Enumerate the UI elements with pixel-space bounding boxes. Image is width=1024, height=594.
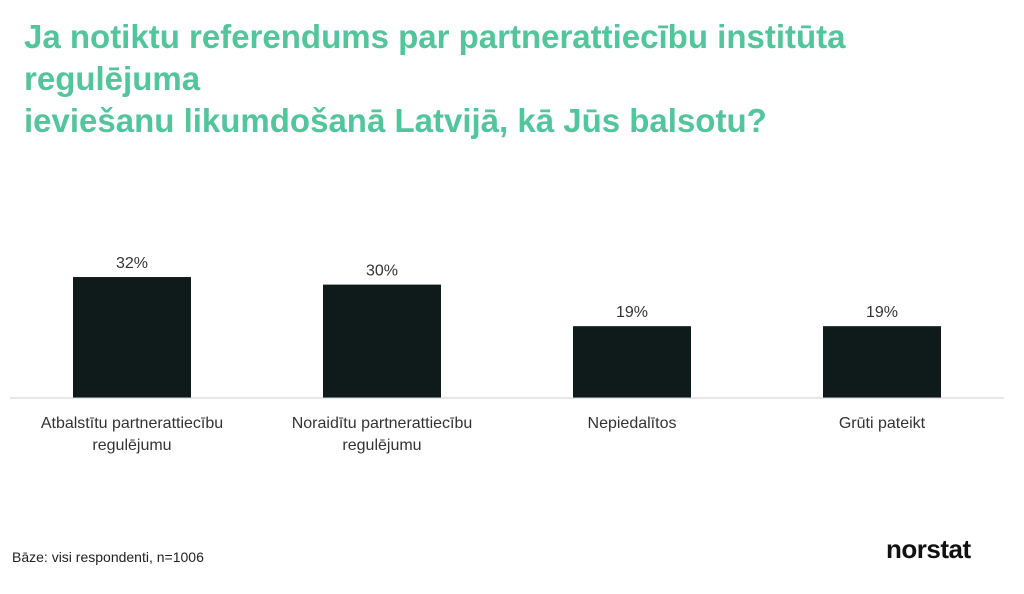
data-label-4: 19%: [866, 304, 898, 321]
category-label-1-line-1: Atbalstītu partnerattiecību: [41, 415, 223, 432]
chart-title-line-1: Ja notiktu referendums par partnerattiec…: [24, 18, 846, 97]
base-note: Bāze: visi respondenti, n=1006: [12, 549, 204, 565]
data-label-3: 19%: [616, 304, 648, 321]
chart-title-line-2: ieviešanu likumdošanā Latvijā, kā Jūs ba…: [24, 102, 767, 139]
category-label-2-line-2: regulējumu: [342, 437, 421, 454]
data-label-1: 32%: [116, 255, 148, 272]
bar-3: [573, 326, 691, 398]
bar-1: [73, 277, 191, 398]
bar-2: [323, 284, 441, 398]
chart-title: Ja notiktu referendums par partnerattiec…: [24, 16, 984, 142]
norstat-logo: norstat: [886, 534, 971, 564]
bar-4: [823, 326, 941, 398]
category-label-1-line-2: regulējumu: [92, 437, 171, 454]
category-label-3-line-1: Nepiedalītos: [588, 415, 677, 432]
category-label-2-line-1: Noraidītu partnerattiecību: [292, 415, 473, 432]
data-label-2: 30%: [366, 263, 398, 280]
category-label-4-line-1: Grūti pateikt: [839, 415, 926, 432]
